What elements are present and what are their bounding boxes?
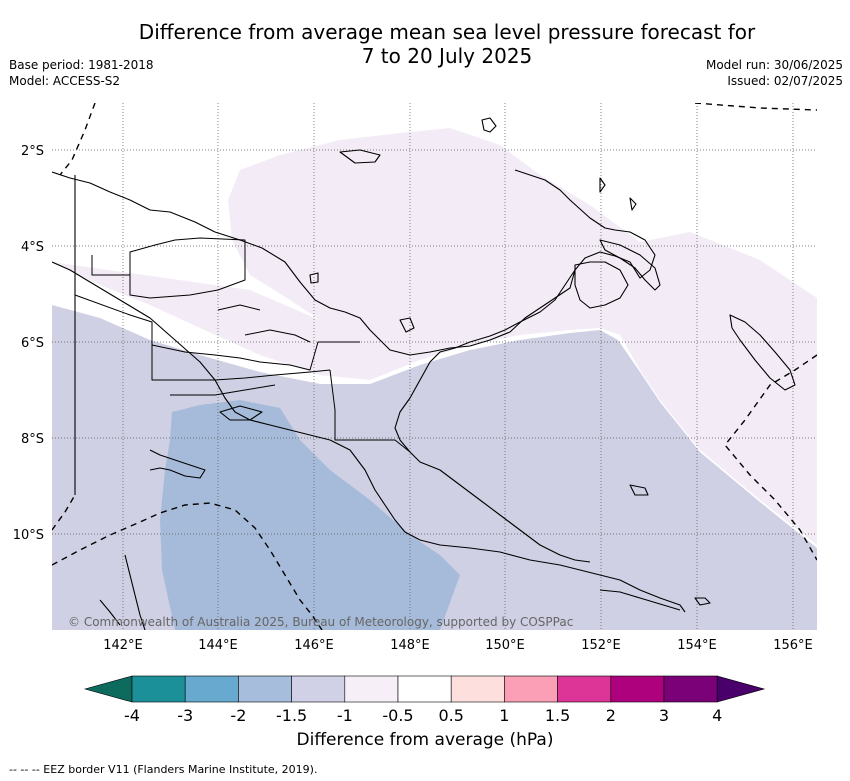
lon-label-154e: 154°E [677, 638, 717, 653]
lat-label-2s: 2°S [21, 144, 44, 159]
cape-york [149, 449, 206, 479]
lat-label-8s: 8°S [21, 432, 44, 447]
new-guinea-coast [52, 169, 656, 356]
small-islands [219, 177, 649, 496]
colorbar-bin [663, 675, 718, 703]
colorbar-bin [397, 675, 452, 703]
south-coast [52, 261, 686, 613]
lon-label-144e: 144°E [198, 638, 238, 653]
colorbar-tick-label: -0.5 [382, 706, 413, 725]
new-britain [574, 261, 629, 309]
anomaly-region-blue [160, 400, 460, 630]
colorbar-title: Difference from average (hPa) [296, 730, 554, 750]
colorbar-bin [184, 675, 239, 703]
lon-label-146e: 146°E [294, 638, 334, 653]
papuan-peninsula [394, 269, 591, 563]
colorbar-tick-label: 1 [499, 706, 509, 725]
map-area: © Commonwealth of Australia 2025, Bureau… [52, 103, 817, 630]
colorbar-tick-label: 4 [712, 706, 722, 725]
colorbar-tick-label: 3 [659, 706, 669, 725]
title-line-1: Difference from average mean sea level p… [138, 20, 756, 44]
new-ireland [599, 239, 661, 291]
colorbar-bin [344, 675, 399, 703]
louisiade-islands [599, 589, 711, 611]
lon-label-148e: 148°E [390, 638, 430, 653]
colorbar-bin [610, 675, 665, 703]
coastlines [52, 117, 796, 630]
colorbar-bin [557, 675, 612, 703]
colorbar-tick-label: -1.5 [276, 706, 307, 725]
colorbar-tick-label: -3 [177, 706, 193, 725]
colorbar-bin [450, 675, 505, 703]
eez-border-south [52, 502, 323, 630]
colorbar-bin [238, 675, 292, 703]
colorbar-arrow-low [83, 675, 133, 703]
eez-border-west [59, 103, 96, 176]
meta-left: Base period: 1981-2018 Model: ACCESS-S2 [9, 57, 154, 89]
manus-island [339, 117, 497, 164]
eez-borders [52, 103, 817, 630]
colorbar-tick-label: 1.5 [545, 706, 570, 725]
lon-label-156e: 156°E [773, 638, 813, 653]
province-borders [74, 237, 411, 453]
lon-label-142e: 142°E [103, 638, 143, 653]
anomaly-region-light [52, 128, 817, 545]
lat-label-4s: 4°S [21, 240, 44, 255]
eez-border-northeast [694, 103, 817, 111]
map-title: Difference from average mean sea level p… [60, 20, 834, 68]
colorbar-tick-label: 2 [606, 706, 616, 725]
colorbar-bin [291, 675, 346, 703]
australia-coast [99, 554, 146, 630]
colorbar-tick-label: 0.5 [438, 706, 463, 725]
copyright-text: © Commonwealth of Australia 2025, Bureau… [68, 615, 573, 629]
colorbar-bin [131, 675, 186, 703]
base-period: Base period: 1981-2018 [9, 58, 154, 72]
eez-border-east [724, 354, 817, 561]
colorbar-tick-label: -4 [124, 706, 140, 725]
bougainville [729, 314, 796, 391]
colorbar-arrow-high [716, 675, 766, 703]
colorbar-bin [504, 675, 558, 703]
title-line-2: 7 to 20 July 2025 [361, 44, 533, 68]
colorbar-tick-label: -1 [337, 706, 353, 725]
longitude-labels: 142°E 144°E 146°E 148°E 150°E 152°E 154°… [103, 638, 813, 653]
eez-legend-note: -- -- -- EEZ border V11 (Flanders Marine… [9, 763, 318, 776]
colorbar-tick-label: -2 [230, 706, 246, 725]
colorbar: -4 -3 -2 -1.5 -1 -0.5 0.5 1 1.5 2 3 4 [83, 675, 766, 725]
lat-label-6s: 6°S [21, 336, 44, 351]
model-name: Model: ACCESS-S2 [9, 74, 121, 88]
latitude-labels: 2°S 4°S 6°S 8°S 10°S [13, 144, 44, 543]
issued-date: Issued: 02/07/2025 [727, 74, 843, 88]
eez-border-southwest [52, 494, 76, 531]
lat-label-10s: 10°S [13, 528, 44, 543]
lon-label-152e: 152°E [581, 638, 621, 653]
lon-label-150e: 150°E [485, 638, 525, 653]
model-run: Model run: 30/06/2025 [705, 58, 843, 72]
meta-right: Model run: 30/06/2025 Issued: 02/07/2025 [706, 57, 843, 89]
